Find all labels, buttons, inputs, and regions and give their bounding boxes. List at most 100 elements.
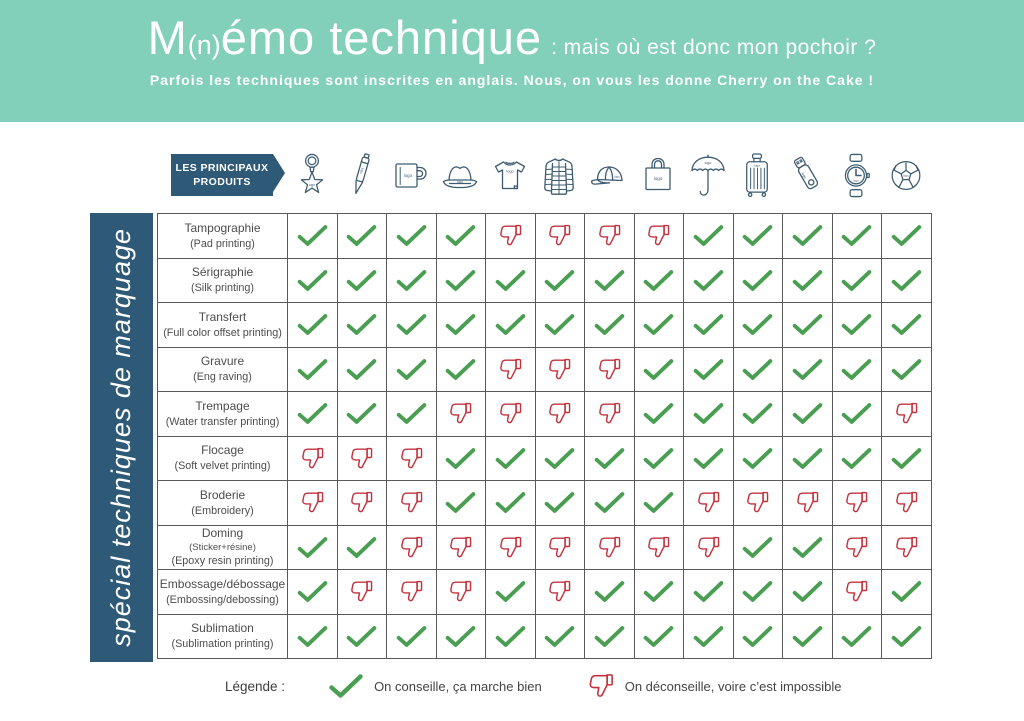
legend-check-icon bbox=[327, 673, 365, 699]
mark-cell-check bbox=[337, 258, 387, 303]
mark-cell-no bbox=[337, 481, 387, 526]
mark-cell-check bbox=[882, 303, 932, 348]
thumbsdown-icon bbox=[450, 403, 472, 424]
check-icon bbox=[346, 625, 377, 647]
thumbsdown-icon bbox=[301, 447, 324, 469]
mark-cell-no bbox=[634, 214, 684, 259]
mark-cell-no bbox=[882, 392, 932, 437]
mark-cell-check bbox=[486, 614, 536, 659]
mark-cell-check bbox=[634, 436, 684, 481]
check-icon bbox=[742, 403, 773, 425]
title-n: (n) bbox=[187, 30, 221, 60]
technique-label: Flocage (Soft velvet printing) bbox=[158, 436, 288, 481]
check-icon bbox=[792, 269, 823, 291]
legend-thumbsdown-icon bbox=[586, 671, 616, 701]
check-icon bbox=[445, 225, 476, 247]
check-icon bbox=[495, 447, 526, 469]
check-icon bbox=[445, 314, 476, 336]
thumbsdown-icon bbox=[351, 581, 373, 602]
check-icon bbox=[891, 447, 922, 469]
thumbsdown-icon bbox=[400, 447, 423, 469]
mark-cell-check bbox=[882, 347, 932, 392]
svg-text:logo: logo bbox=[800, 172, 807, 180]
mark-cell-no bbox=[733, 481, 783, 526]
watch-icon: logo bbox=[836, 152, 876, 199]
mark-cell-check bbox=[832, 347, 882, 392]
mark-cell-check bbox=[288, 347, 338, 392]
usb-icon: logo bbox=[787, 152, 827, 198]
check-icon bbox=[643, 447, 674, 469]
check-icon bbox=[841, 447, 872, 469]
check-icon bbox=[445, 358, 476, 380]
mark-cell-check bbox=[436, 347, 486, 392]
mark-cell-check bbox=[337, 525, 387, 570]
mark-cell-check bbox=[684, 392, 734, 437]
check-icon bbox=[297, 536, 328, 558]
mark-cell-check bbox=[684, 258, 734, 303]
bag-icon: logo bbox=[638, 155, 678, 195]
technique-label: Broderie (Embroidery) bbox=[158, 481, 288, 526]
check-icon bbox=[594, 447, 625, 469]
mark-cell-check bbox=[486, 570, 536, 615]
mark-cell-check bbox=[882, 214, 932, 259]
check-icon bbox=[792, 581, 823, 603]
check-icon bbox=[346, 269, 377, 291]
check-icon bbox=[346, 536, 377, 558]
cap-icon: logo bbox=[589, 160, 629, 190]
mark-cell-check bbox=[585, 614, 635, 659]
products-label-arrow-box: LES PRINCIPAUX PRODUITS bbox=[171, 153, 285, 197]
mark-cell-check bbox=[535, 258, 585, 303]
check-icon bbox=[445, 447, 476, 469]
check-icon bbox=[544, 492, 575, 514]
check-icon bbox=[297, 269, 328, 291]
check-icon bbox=[297, 581, 328, 603]
thumbsdown-icon bbox=[301, 492, 324, 513]
check-icon bbox=[742, 269, 773, 291]
mark-cell-no bbox=[535, 392, 585, 437]
svg-text:logo: logo bbox=[309, 182, 315, 186]
check-icon bbox=[495, 314, 526, 336]
thumbsdown-icon bbox=[400, 581, 423, 602]
check-icon bbox=[445, 625, 476, 647]
mark-cell-check bbox=[486, 258, 536, 303]
mark-cell-no bbox=[337, 570, 387, 615]
mark-cell-check bbox=[783, 525, 833, 570]
thumbsdown-icon bbox=[598, 225, 621, 246]
check-icon bbox=[643, 403, 674, 425]
svg-text:logo: logo bbox=[457, 179, 463, 183]
mark-cell-check bbox=[387, 347, 437, 392]
check-icon bbox=[891, 269, 922, 291]
mark-cell-check bbox=[486, 436, 536, 481]
mark-cell-check bbox=[288, 392, 338, 437]
mark-cell-check bbox=[684, 303, 734, 348]
sidebar-banner: spécial techniques de marquage bbox=[90, 213, 153, 662]
check-icon bbox=[742, 581, 773, 603]
mark-cell-check bbox=[535, 614, 585, 659]
mark-cell-check bbox=[733, 258, 783, 303]
check-icon bbox=[329, 674, 363, 698]
mark-cell-check bbox=[684, 214, 734, 259]
mark-cell-check bbox=[684, 570, 734, 615]
mark-cell-check bbox=[634, 303, 684, 348]
legend: Légende : On conseille, ça marche bien O… bbox=[225, 667, 842, 705]
check-icon bbox=[841, 625, 872, 647]
mark-cell-no bbox=[684, 481, 734, 526]
check-icon bbox=[792, 536, 823, 558]
svg-text:logo: logo bbox=[754, 163, 760, 167]
mark-cell-check bbox=[535, 481, 585, 526]
check-icon bbox=[792, 403, 823, 425]
svg-text:logo: logo bbox=[853, 178, 859, 182]
check-icon bbox=[396, 314, 427, 336]
check-icon bbox=[841, 225, 872, 247]
suitcase-icon: logo bbox=[737, 152, 777, 199]
mark-cell-check bbox=[387, 214, 437, 259]
check-icon bbox=[693, 447, 724, 469]
mark-cell-no bbox=[882, 481, 932, 526]
check-icon bbox=[693, 403, 724, 425]
mark-cell-check bbox=[585, 436, 635, 481]
check-icon bbox=[544, 269, 575, 291]
check-icon bbox=[643, 269, 674, 291]
check-icon bbox=[891, 625, 922, 647]
check-icon bbox=[693, 314, 724, 336]
mark-cell-check bbox=[535, 303, 585, 348]
